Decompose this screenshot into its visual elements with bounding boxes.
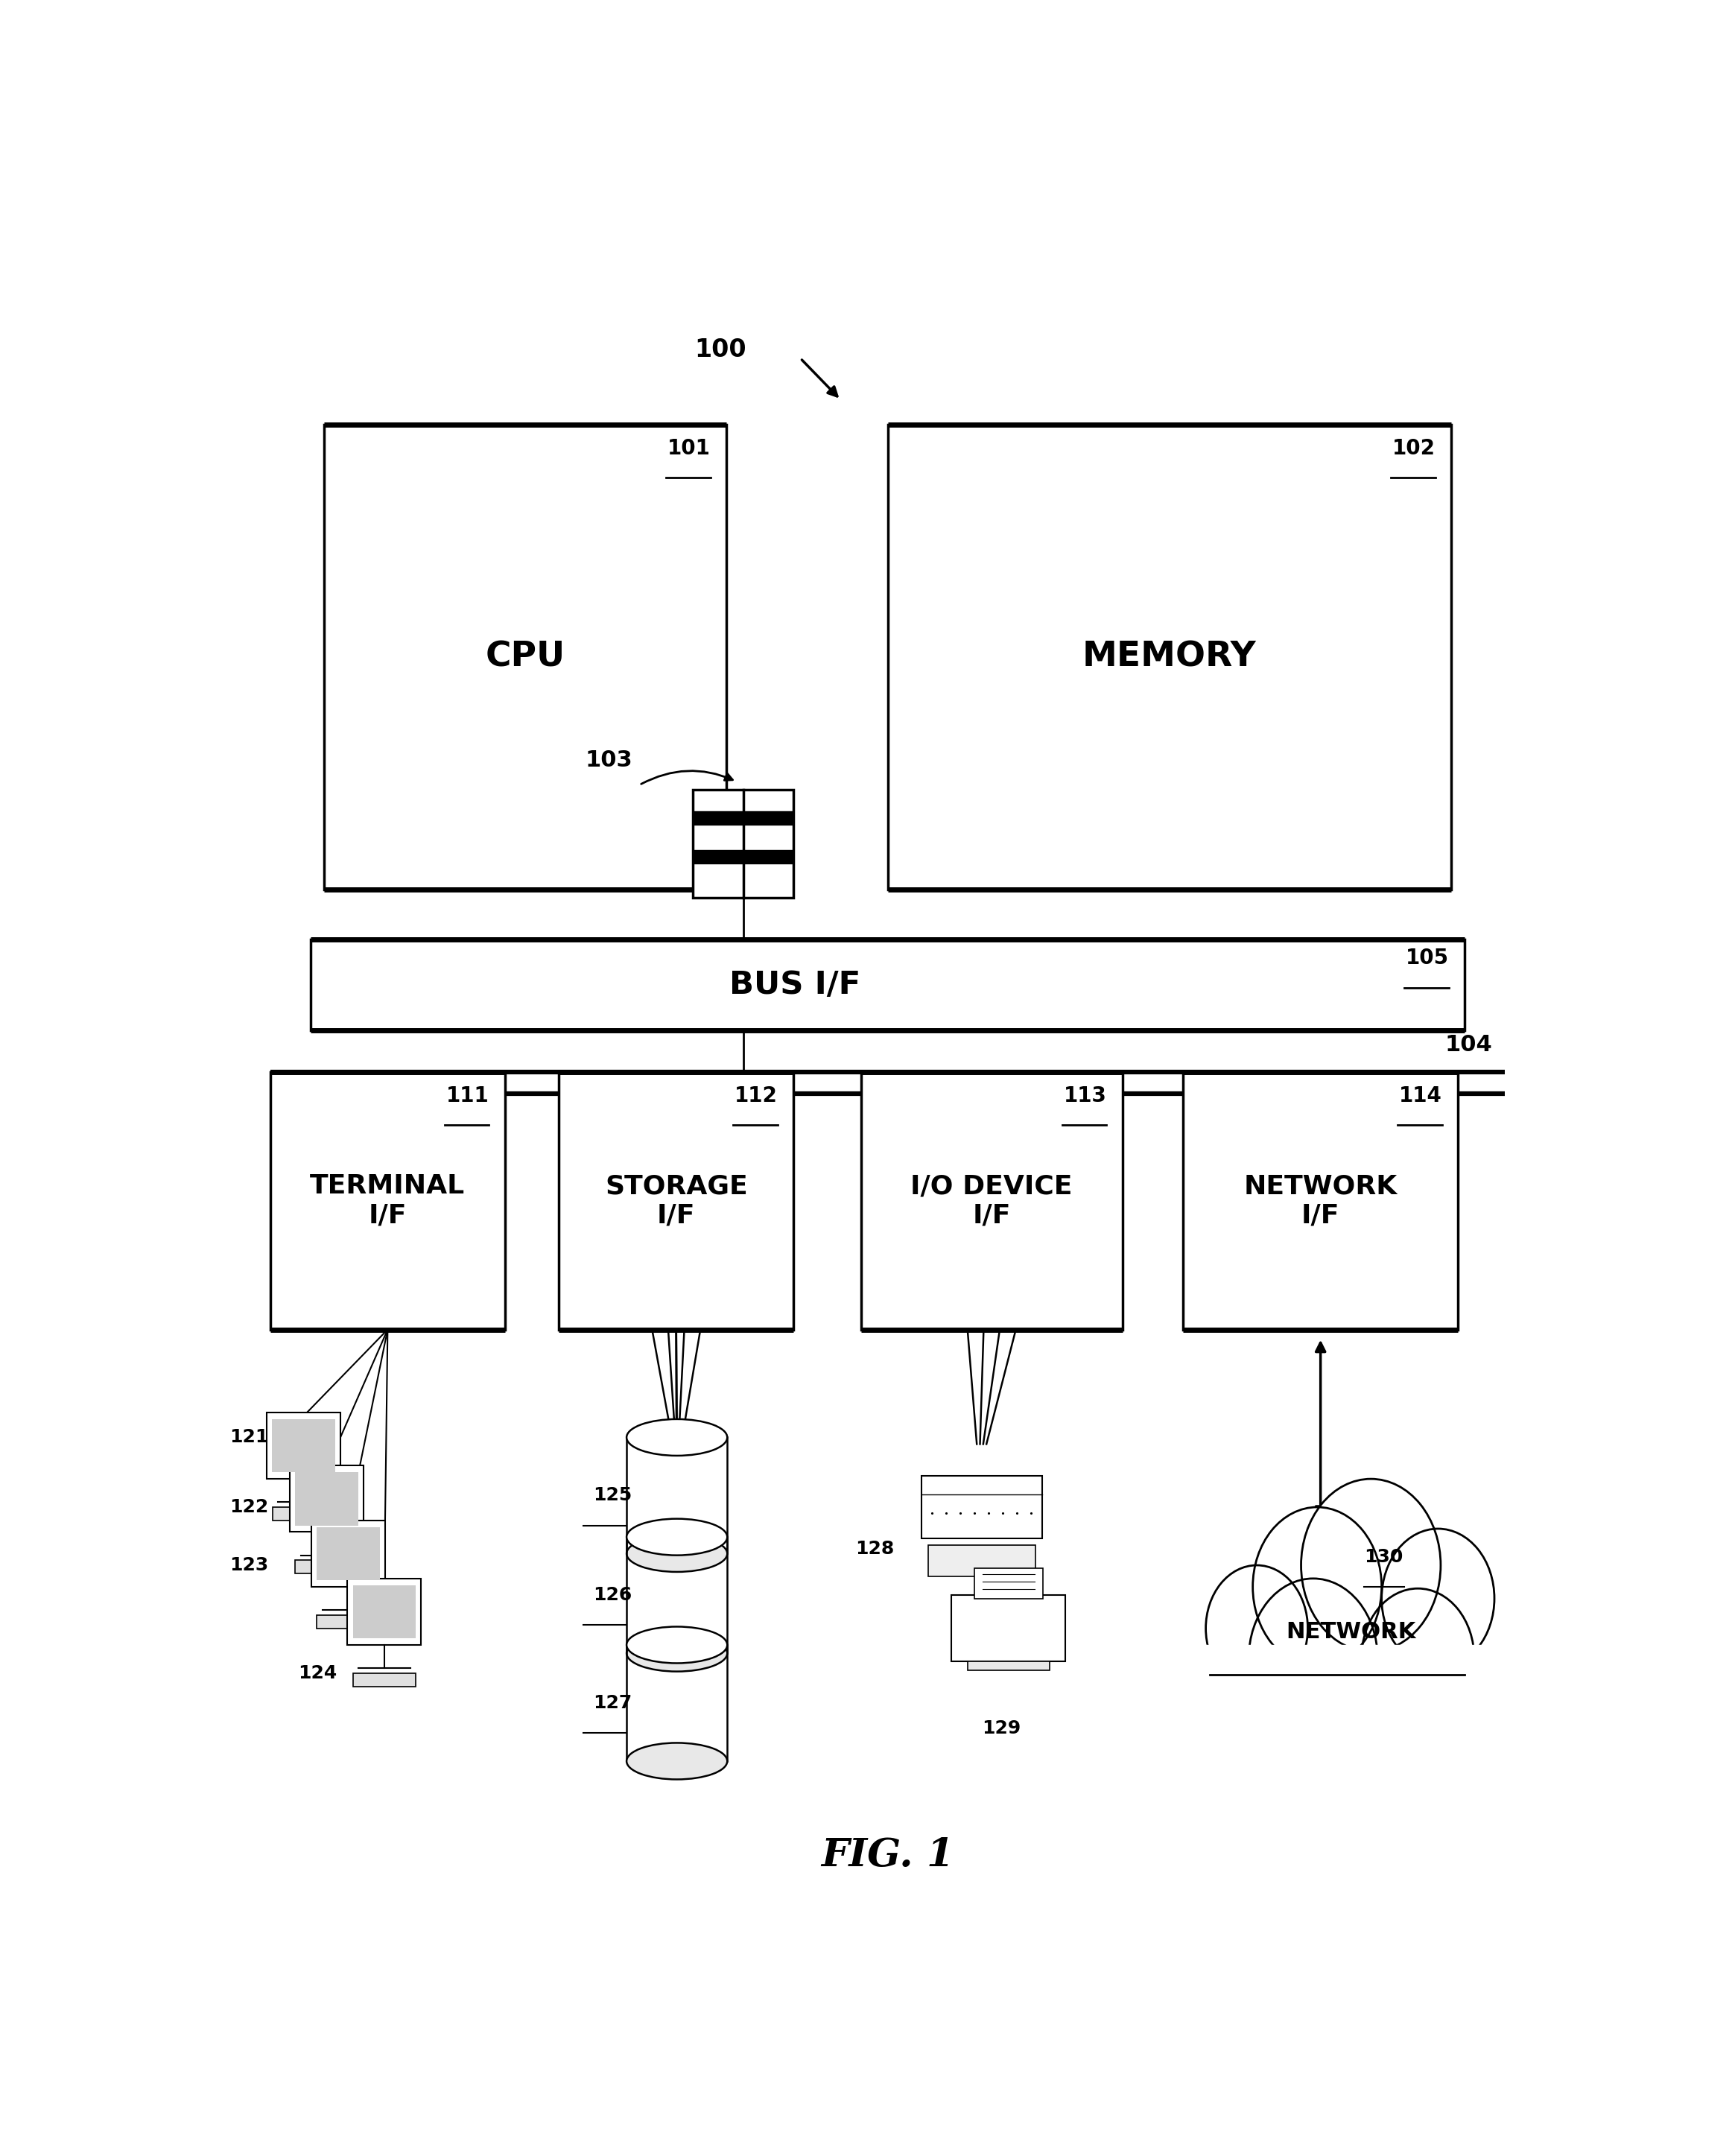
Text: 130: 130 [1365,1548,1403,1565]
Circle shape [1249,1578,1377,1738]
Text: 100: 100 [695,338,746,362]
Text: 104: 104 [1444,1035,1493,1056]
Ellipse shape [627,1634,727,1671]
Bar [272,1419,336,1473]
Text: FIG. 1: FIG. 1 [821,1837,954,1876]
Ellipse shape [627,1742,727,1779]
Text: STORAGE
I/F: STORAGE I/F [604,1173,748,1229]
Bar [951,1595,1065,1662]
Bar [294,1561,359,1574]
Bar [1183,1072,1458,1330]
Text: 113: 113 [1063,1084,1107,1106]
Bar [861,1072,1122,1330]
Text: NETWORK: NETWORK [1285,1621,1415,1643]
Text: 125: 125 [592,1488,632,1505]
Text: 114: 114 [1399,1084,1443,1106]
Circle shape [1361,1589,1474,1727]
Text: 124: 124 [298,1664,336,1682]
Text: 102: 102 [1393,438,1436,459]
Bar [968,1662,1050,1671]
Text: 112: 112 [734,1084,778,1106]
Circle shape [1252,1507,1382,1667]
Text: NETWORK
I/F: NETWORK I/F [1244,1173,1398,1229]
Bar [310,940,1465,1031]
Bar [627,1645,727,1761]
Bar [348,1578,421,1645]
Ellipse shape [627,1419,727,1455]
Bar [317,1526,379,1580]
Bar [270,1072,506,1330]
Bar [928,1546,1036,1576]
Text: MEMORY: MEMORY [1082,640,1257,675]
Text: 101: 101 [667,438,710,459]
Bar [324,425,727,890]
Text: I/O DEVICE
I/F: I/O DEVICE I/F [911,1173,1072,1229]
Text: 121: 121 [229,1429,268,1447]
Bar [693,789,793,897]
Circle shape [1382,1529,1495,1669]
Text: BUS I/F: BUS I/F [729,970,861,1000]
Text: CPU: CPU [485,640,565,675]
Ellipse shape [627,1518,727,1554]
Text: 123: 123 [229,1557,268,1574]
Text: 103: 103 [585,750,632,772]
Circle shape [1205,1565,1308,1692]
Bar [294,1473,359,1526]
Bar [289,1466,364,1533]
Ellipse shape [627,1535,727,1572]
Text: 111: 111 [445,1084,488,1106]
Bar [353,1585,416,1639]
Bar [267,1412,341,1479]
Bar [1183,1645,1491,1761]
Bar [887,425,1451,890]
Text: 126: 126 [592,1587,632,1604]
Text: 129: 129 [982,1720,1022,1738]
Text: 128: 128 [856,1539,894,1557]
Bar [627,1537,727,1654]
Text: 127: 127 [592,1695,632,1712]
Bar [317,1615,379,1628]
Bar [973,1570,1043,1598]
Bar [353,1673,416,1686]
Bar [312,1520,385,1587]
Text: TERMINAL
I/F: TERMINAL I/F [310,1173,466,1229]
Bar [627,1438,727,1554]
Text: 105: 105 [1405,949,1448,968]
Bar [272,1507,334,1520]
Circle shape [1301,1479,1441,1651]
Bar [921,1475,1043,1539]
Text: 122: 122 [229,1498,268,1516]
Ellipse shape [627,1626,727,1662]
Bar [559,1072,793,1330]
